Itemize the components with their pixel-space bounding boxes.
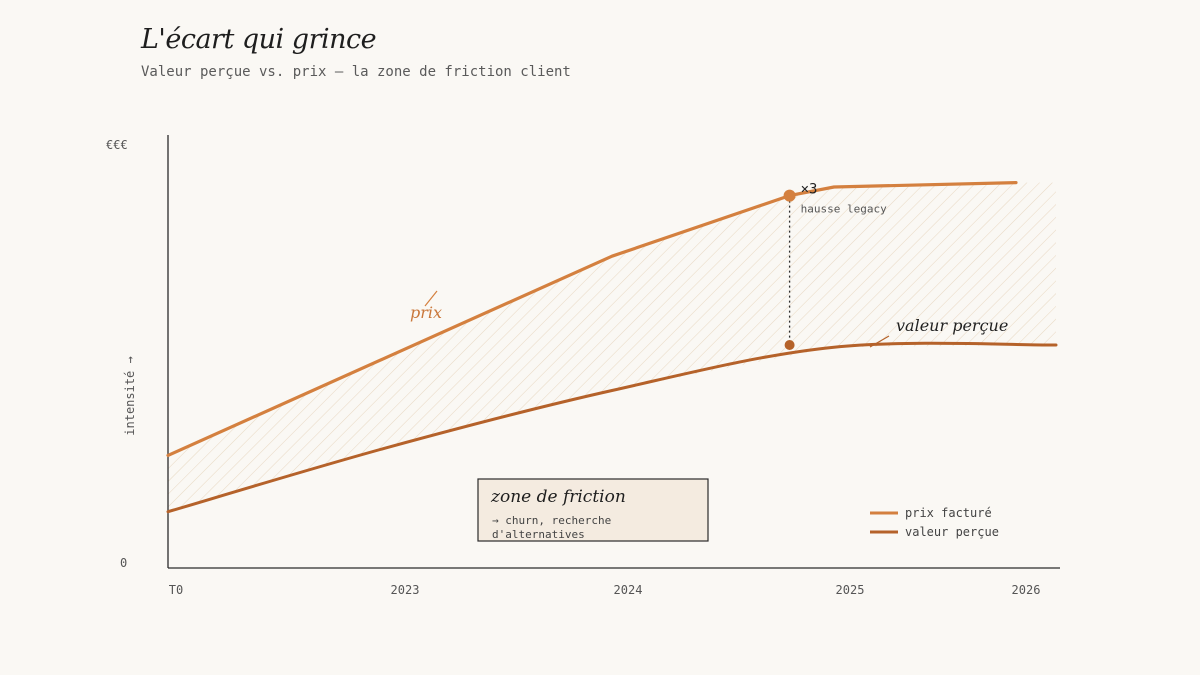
legend: prix facturé valeur perçue bbox=[870, 506, 999, 539]
price-series-label: prix bbox=[410, 303, 442, 322]
x-ticks: T0 2023 2024 2025 2026 bbox=[169, 583, 1041, 597]
friction-box-title: zone de friction bbox=[490, 487, 626, 507]
hike-point-value bbox=[784, 340, 795, 351]
hike-point-price bbox=[783, 189, 796, 202]
chart-title: L'écart qui grince bbox=[141, 24, 377, 55]
friction-zone-fill bbox=[168, 182, 1056, 512]
y-axis-label: intensité → bbox=[123, 356, 137, 435]
hike-label: ×3 bbox=[801, 182, 818, 198]
x-tick-label: 2023 bbox=[391, 583, 420, 597]
friction-box-bg bbox=[477, 478, 709, 542]
value-series-label: valeur perçue bbox=[896, 316, 1008, 335]
x-tick-label: T0 bbox=[169, 583, 183, 597]
chart-subtitle: Valeur perçue vs. prix — la zone de fric… bbox=[141, 64, 571, 80]
legend-label-prix: prix facturé bbox=[905, 506, 992, 520]
friction-box-text-1: → churn, recherche bbox=[492, 514, 611, 527]
friction-box: zone de friction → churn, recherche d'al… bbox=[477, 478, 709, 542]
y-tick-bottom: 0 bbox=[120, 556, 127, 570]
x-tick-label: 2025 bbox=[836, 583, 865, 597]
series-line-prix-facture bbox=[166, 181, 1018, 457]
price-label-tick bbox=[424, 290, 438, 307]
value-label-tick bbox=[869, 335, 890, 348]
legend-label-valeur: valeur perçue bbox=[905, 525, 999, 539]
x-tick-label: 2026 bbox=[1012, 583, 1041, 597]
hike-sublabel: hausse legacy bbox=[801, 203, 887, 216]
x-tick-label: 2024 bbox=[614, 583, 643, 597]
y-tick-top: €€€ bbox=[106, 138, 128, 152]
friction-box-text-2: d'alternatives bbox=[492, 528, 585, 541]
series-line-valeur-percue bbox=[166, 341, 1058, 514]
